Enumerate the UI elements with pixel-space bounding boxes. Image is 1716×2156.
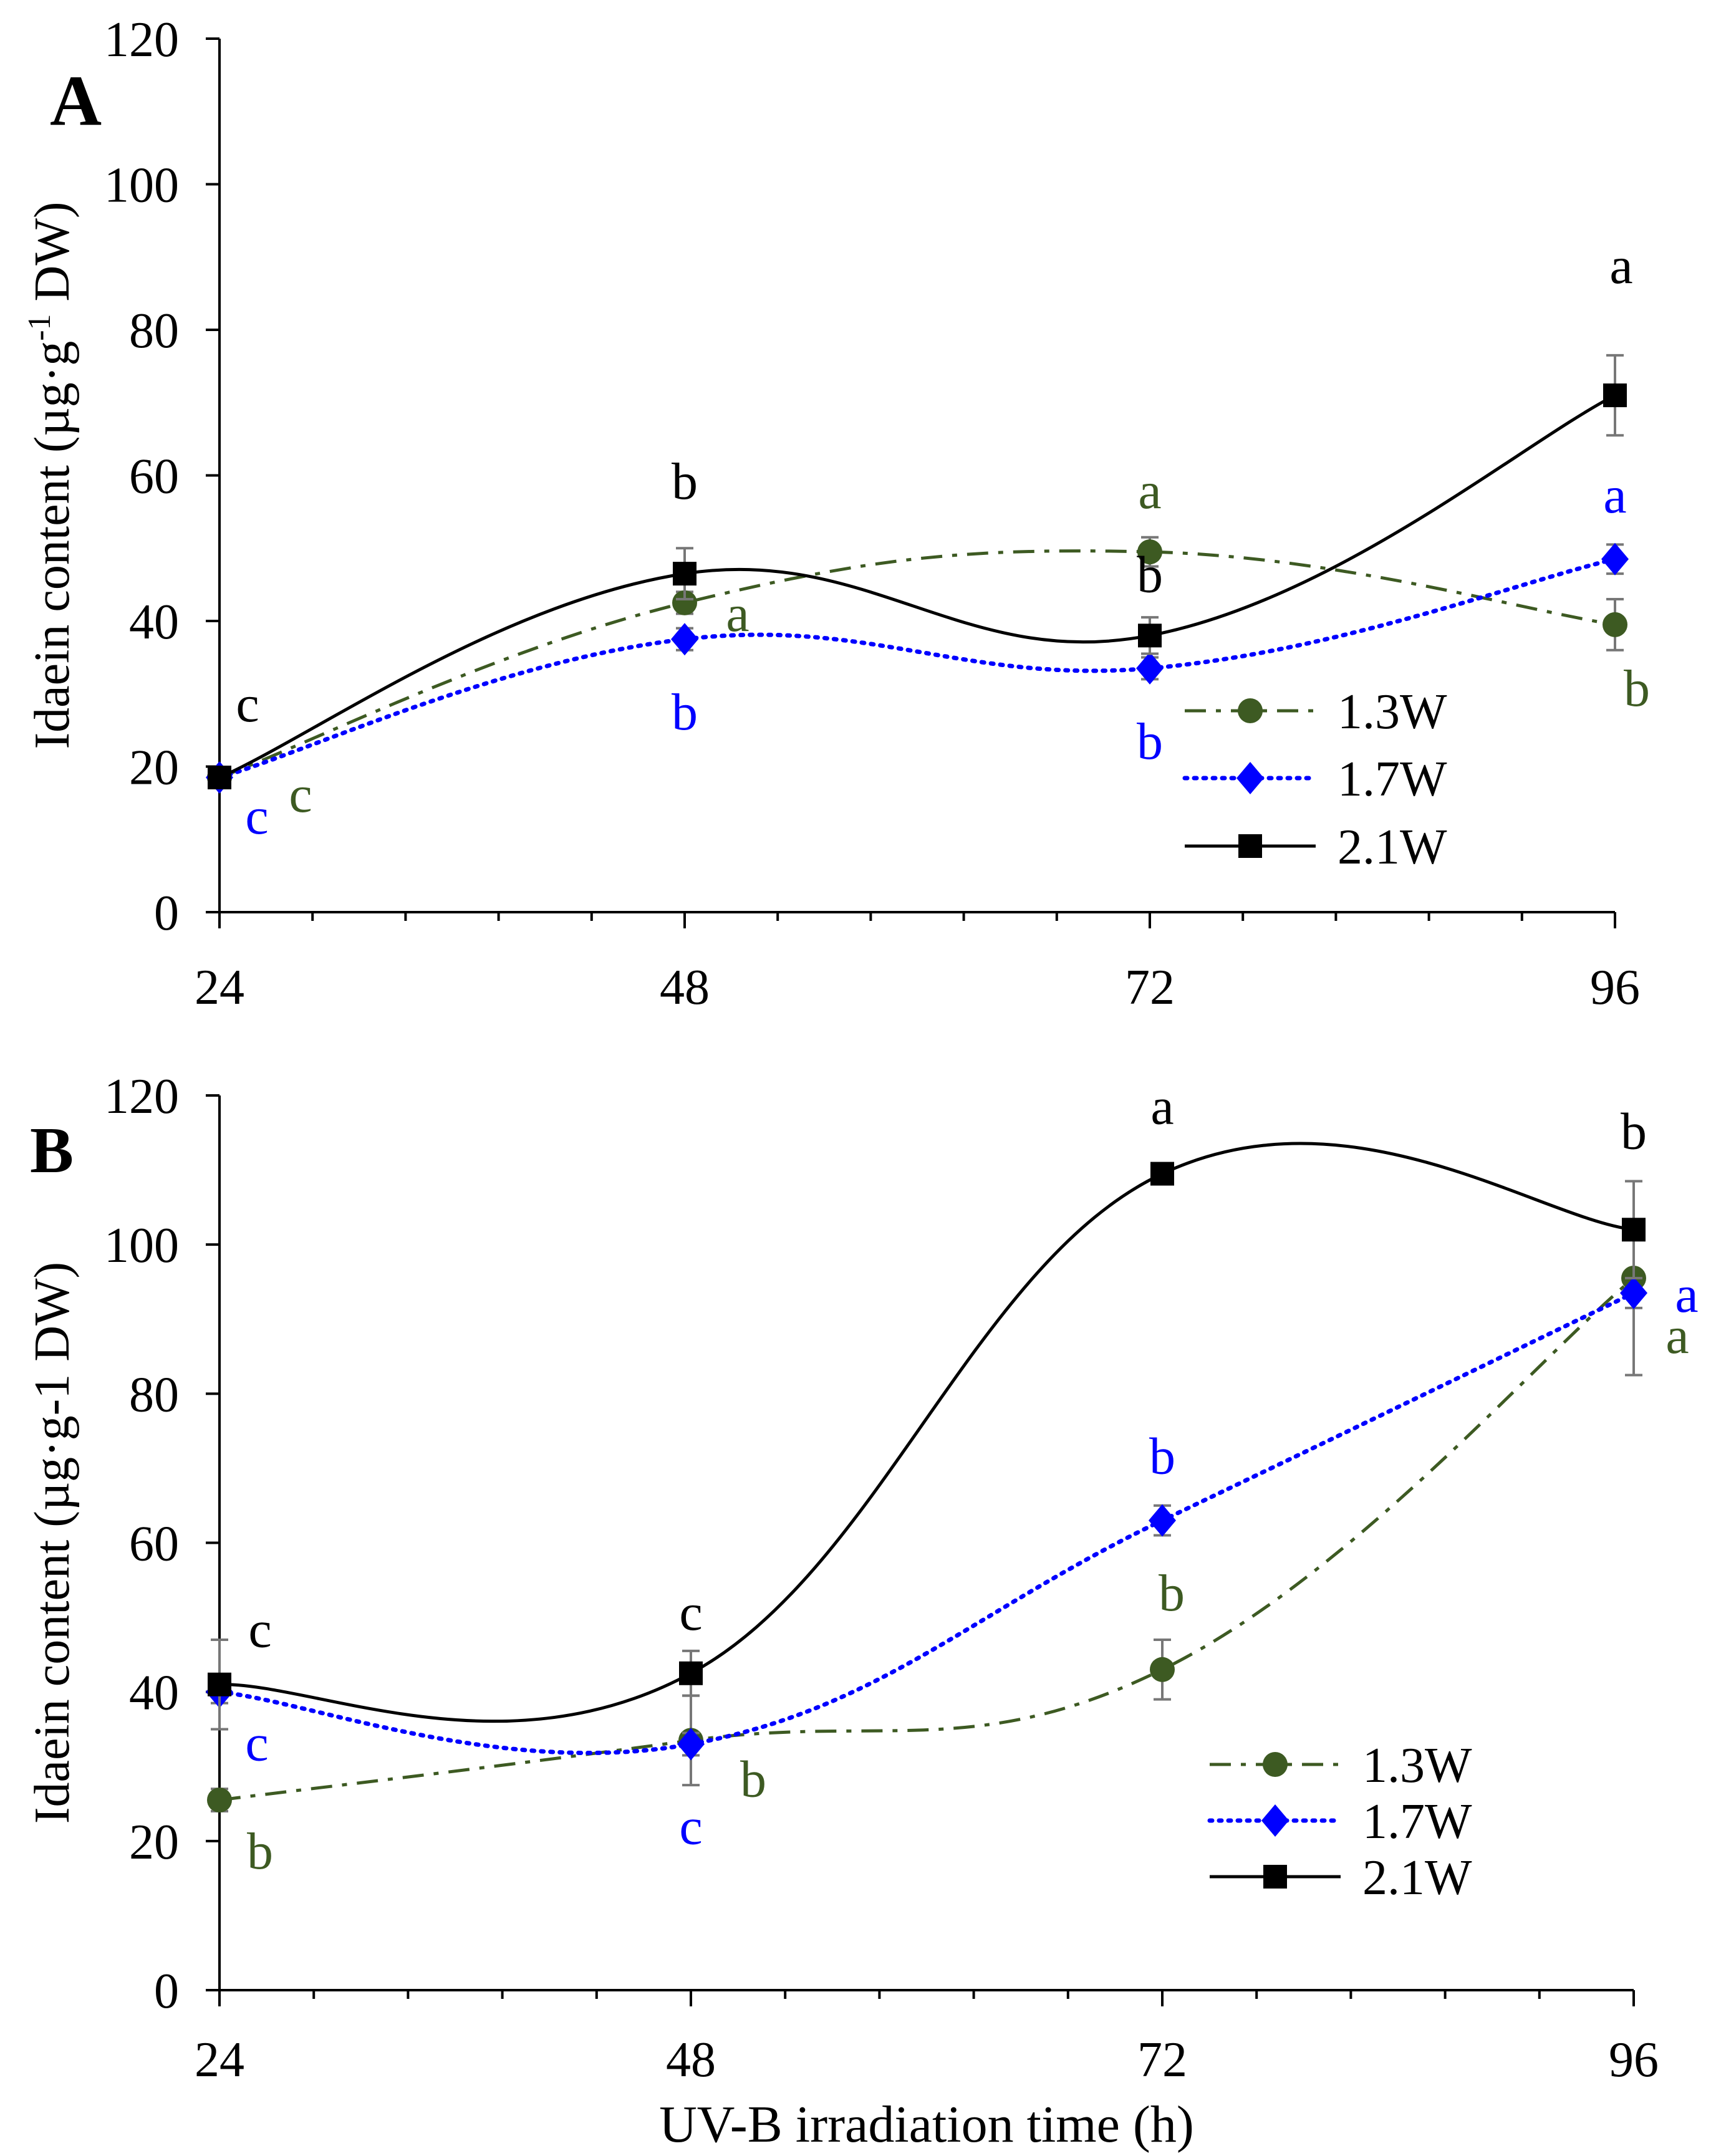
data-point-1.3W <box>1150 1657 1175 1682</box>
x-tick-label: 48 <box>666 2033 716 2087</box>
y-tick-label: 100 <box>104 158 179 213</box>
legend-marker <box>1263 1752 1288 1777</box>
significance-letter: a <box>1138 462 1161 520</box>
legend-label: 1.7W <box>1338 752 1447 807</box>
significance-letter: a <box>1609 237 1632 295</box>
significance-letter: c <box>236 675 259 733</box>
x-tick-label: 24 <box>195 960 244 1015</box>
y-tick-label: 20 <box>129 741 179 796</box>
y-axis-label: Idaein content (µg·g-1 DW) <box>25 1262 80 1824</box>
data-point-2.1W <box>673 562 697 586</box>
y-tick-label: 40 <box>129 595 179 650</box>
significance-letter: b <box>247 1822 273 1880</box>
x-tick-label: 72 <box>1125 960 1175 1015</box>
y-tick-label: 80 <box>129 1367 179 1422</box>
significance-letter: c <box>679 1797 702 1855</box>
significance-letter: b <box>1159 1564 1185 1622</box>
data-point-2.1W <box>679 1661 703 1685</box>
significance-letter: a <box>1665 1307 1689 1365</box>
series-line-1.7W <box>217 557 1617 780</box>
data-point-1.3W <box>672 590 697 615</box>
y-tick-label: 20 <box>129 1815 179 1870</box>
y-tick-label: 80 <box>129 304 179 359</box>
data-point-2.1W <box>208 1672 231 1696</box>
significance-letter: b <box>740 1750 766 1808</box>
panel-b: 0 20 40 60 80 100 120 24 48 72 96 B Idaein content (… <box>25 1069 1699 2154</box>
legend-label: 1.3W <box>1338 685 1447 739</box>
data-point-1.3W <box>1603 612 1627 637</box>
data-point-1.7W <box>671 623 698 656</box>
significance-letter: a <box>1675 1266 1698 1324</box>
legend-label: 2.1W <box>1338 820 1447 875</box>
significance-letter: a <box>1150 1078 1174 1136</box>
legend-label: 1.7W <box>1362 1794 1472 1849</box>
y-tick-label: 120 <box>104 12 179 67</box>
x-tick-label: 48 <box>660 960 710 1015</box>
significance-letter: c <box>289 766 312 824</box>
data-point-2.1W <box>1138 623 1162 648</box>
y-tick-label: 0 <box>154 1964 179 2019</box>
data-point-2.1W <box>208 766 231 790</box>
data-point-1.3W <box>207 1788 232 1813</box>
legend-marker <box>1263 1865 1287 1889</box>
legend-marker <box>1261 1804 1289 1837</box>
panel-label: B <box>30 1114 74 1186</box>
x-tick-label: 96 <box>1609 2033 1659 2087</box>
significance-letter: c <box>245 1715 268 1773</box>
legend-label: 1.3W <box>1362 1738 1472 1793</box>
data-point-1.7W <box>1136 652 1164 685</box>
significance-letter: b <box>672 453 698 511</box>
data-point-1.7W <box>1601 542 1629 575</box>
legend-label: 2.1W <box>1362 1850 1472 1905</box>
significance-letter: c <box>248 1601 271 1659</box>
panel-a: 0 20 40 60 80 100 120 24 48 72 96 A Idaein content (… <box>22 12 1650 1015</box>
data-point-2.1W <box>1603 383 1627 408</box>
panel-label: A <box>50 61 102 140</box>
y-tick-label: 60 <box>129 450 179 504</box>
y-tick-label: 100 <box>104 1218 179 1273</box>
significance-letter: b <box>1624 660 1650 718</box>
significance-letter: b <box>672 683 698 741</box>
data-point-1.7W <box>1149 1504 1176 1537</box>
data-point-2.1W <box>1622 1218 1646 1242</box>
legend-marker <box>1236 762 1264 794</box>
significance-letter: b <box>1137 713 1163 771</box>
series-line-2.1W <box>218 393 1616 779</box>
y-tick-label: 0 <box>154 886 179 941</box>
data-point-1.7W <box>677 1728 705 1761</box>
significance-letter: c <box>245 787 268 845</box>
data-point-1.7W <box>1620 1276 1647 1309</box>
x-tick-label: 96 <box>1590 960 1640 1015</box>
significance-letter: a <box>726 585 749 643</box>
series-line-1.3W <box>219 549 1616 779</box>
x-tick-label: 72 <box>1137 2033 1187 2087</box>
series-line-2.1W <box>219 1142 1634 1723</box>
legend-marker <box>1238 698 1263 723</box>
y-tick-label: 120 <box>104 1069 179 1124</box>
series-line-1.7W <box>217 1291 1636 1755</box>
y-tick-label: 60 <box>129 1517 179 1572</box>
significance-letter: c <box>679 1584 702 1642</box>
legend-marker <box>1238 834 1262 858</box>
data-point-1.3W <box>1137 539 1162 565</box>
significance-letter: b <box>1149 1428 1175 1486</box>
series-line-1.3W <box>219 1277 1635 1802</box>
data-point-2.1W <box>1150 1162 1174 1186</box>
x-axis-label: UV-B irradiation time (h) <box>659 2096 1194 2154</box>
x-tick-label: 24 <box>195 2033 244 2087</box>
y-tick-label: 40 <box>129 1666 179 1721</box>
significance-letter: b <box>1621 1102 1647 1160</box>
significance-letter: b <box>1137 546 1163 604</box>
y-axis-label: Idaein content (µg·g-1 DW) <box>22 202 80 749</box>
significance-letter: a <box>1603 466 1626 524</box>
